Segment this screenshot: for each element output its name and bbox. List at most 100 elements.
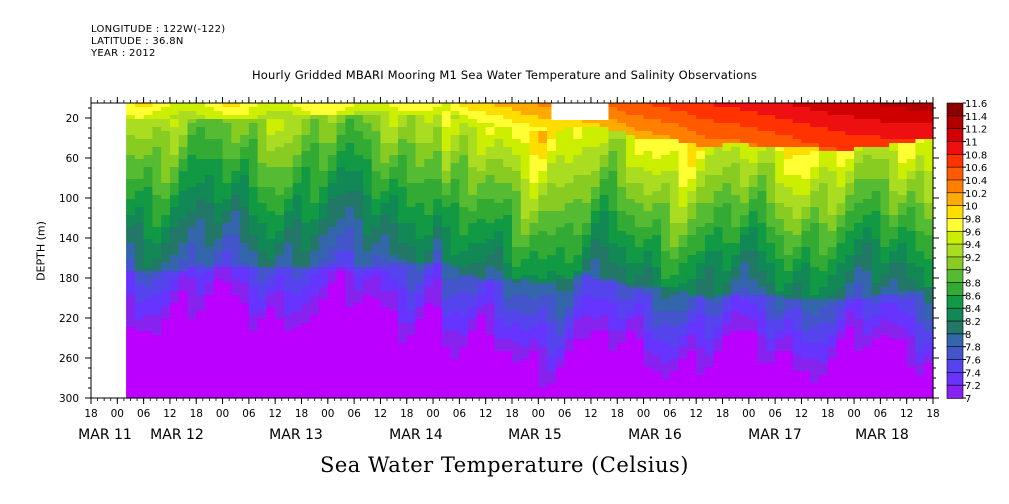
heat-cell <box>687 255 697 260</box>
heat-cell <box>608 131 618 136</box>
heat-cell <box>397 247 408 252</box>
heat-cell <box>248 179 259 184</box>
heat-cell <box>310 247 320 252</box>
heat-cell <box>512 263 522 268</box>
heat-cell <box>643 115 653 120</box>
heat-cell <box>643 227 653 232</box>
heat-cell <box>415 279 425 284</box>
heat-cell <box>582 123 592 128</box>
heat-cell <box>573 303 583 308</box>
heat-cell <box>134 183 145 188</box>
heat-cell <box>362 155 373 160</box>
heat-cell <box>248 211 259 216</box>
heat-cell <box>205 283 215 288</box>
heat-cell <box>266 363 276 368</box>
heat-cell <box>169 331 180 336</box>
heat-cell <box>327 103 338 108</box>
heat-cell <box>687 187 697 192</box>
heat-cell <box>126 363 136 368</box>
heat-cell <box>661 255 671 260</box>
heat-cell <box>678 215 689 220</box>
heat-cell <box>450 243 460 248</box>
heat-cell <box>573 391 583 396</box>
heat-cell <box>143 235 153 240</box>
heat-cell <box>538 255 548 260</box>
heat-cell <box>310 367 320 372</box>
heat-cell <box>433 239 443 244</box>
heat-cell <box>678 199 689 204</box>
heat-cell <box>362 171 373 176</box>
heat-cell <box>582 383 592 388</box>
heat-cell <box>582 219 592 224</box>
heat-cell <box>169 383 180 388</box>
heat-cell <box>599 119 610 124</box>
heat-cell <box>450 103 460 108</box>
heat-cell <box>661 335 671 340</box>
heat-cell <box>652 163 662 168</box>
heat-cell <box>503 335 513 340</box>
heat-cell <box>354 263 364 268</box>
heat-cell <box>634 395 645 399</box>
heat-cell <box>564 391 574 396</box>
heat-cell <box>415 319 425 324</box>
heat-cell <box>424 395 434 399</box>
heat-cell <box>275 231 285 236</box>
heat-cell <box>205 275 215 280</box>
heat-cell <box>275 351 285 356</box>
heat-cell <box>389 219 399 224</box>
heat-cell <box>126 243 136 248</box>
heat-cell <box>301 123 311 128</box>
heat-cell <box>590 247 601 252</box>
heat-cell <box>406 247 417 252</box>
heat-cell <box>599 319 610 324</box>
heat-cell <box>512 203 522 208</box>
heat-cell <box>292 315 303 320</box>
heat-cell <box>310 387 320 392</box>
heat-cell <box>669 303 680 308</box>
heat-cell <box>301 239 311 244</box>
heat-cell <box>687 335 697 340</box>
heat-cell <box>389 335 399 340</box>
heat-cell <box>538 123 548 128</box>
heat-cell <box>283 259 294 264</box>
heat-cell <box>178 203 189 208</box>
heat-cell <box>520 175 531 180</box>
heat-cell <box>362 107 373 112</box>
heat-cell <box>617 223 627 228</box>
heat-cell <box>275 183 285 188</box>
heat-cell <box>222 379 232 384</box>
heat-cell <box>696 151 706 156</box>
heat-cell <box>266 219 276 224</box>
heat-cell <box>406 367 417 372</box>
heat-cell <box>555 199 566 204</box>
heat-cell <box>283 375 294 380</box>
heat-cell <box>441 319 452 324</box>
heat-cell <box>213 347 224 352</box>
heat-cell <box>345 275 355 280</box>
heat-cell <box>143 239 153 244</box>
heat-cell <box>608 263 618 268</box>
heat-cell <box>213 179 224 184</box>
heat-cell <box>301 303 311 308</box>
heat-cell <box>696 239 706 244</box>
heat-cell <box>196 299 206 304</box>
heat-cell <box>336 103 346 108</box>
heat-cell <box>564 219 574 224</box>
heat-cell <box>704 271 715 276</box>
heat-cell <box>152 103 162 108</box>
heat-cell <box>292 283 303 288</box>
heat-cell <box>196 131 206 136</box>
heat-cell <box>222 251 232 256</box>
heat-cell <box>652 235 662 240</box>
heat-cell <box>713 123 724 128</box>
heat-cell <box>687 275 697 280</box>
heat-cell <box>634 363 645 368</box>
heat-cell <box>301 391 311 396</box>
heat-cell <box>169 315 180 320</box>
heat-cell <box>503 223 513 228</box>
heat-cell <box>345 159 355 164</box>
heat-cell <box>327 355 338 360</box>
heat-cell <box>152 219 162 224</box>
heat-cell <box>678 131 689 136</box>
heat-cell <box>222 127 232 132</box>
